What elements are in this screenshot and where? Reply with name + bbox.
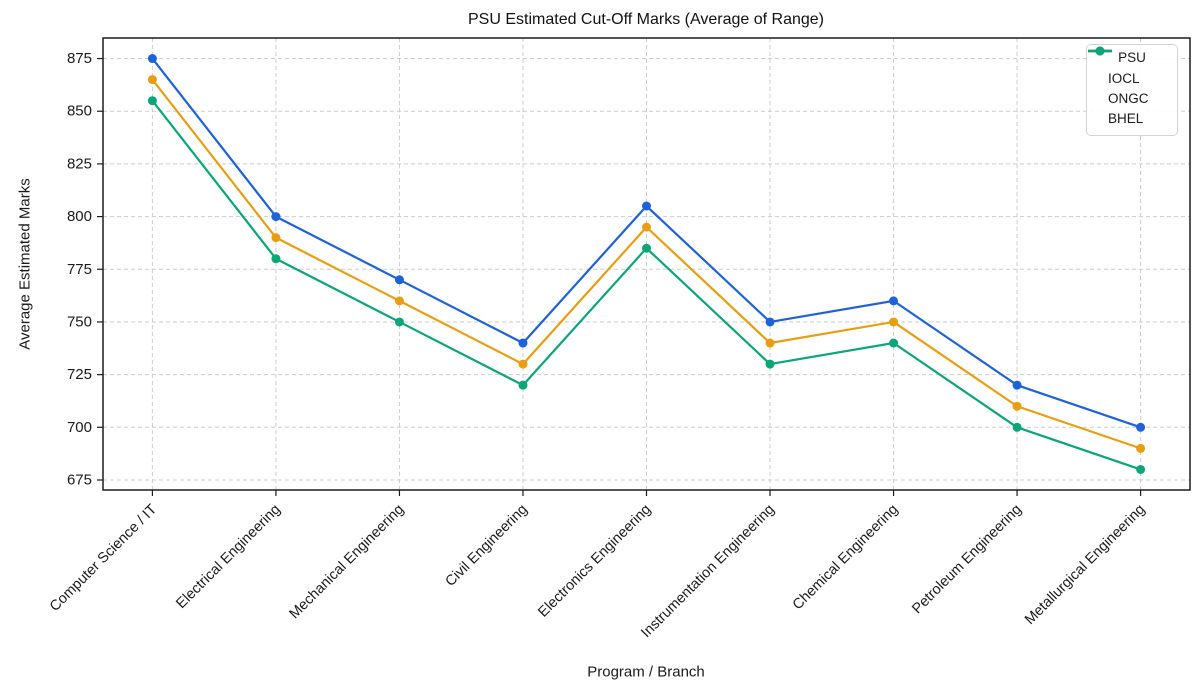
data-point-ongc [518, 359, 528, 369]
data-point-bhel [1136, 464, 1146, 474]
x-tick-label: Petroleum Engineering [909, 502, 1025, 618]
data-point-iocl [765, 317, 775, 327]
data-point-iocl [147, 54, 157, 64]
legend-title: PSU [1118, 50, 1146, 65]
data-point-ongc [765, 338, 775, 348]
data-point-iocl [271, 212, 281, 222]
legend-entry-bhel: BHEL [1088, 46, 1169, 128]
y-tick-label: 725 [67, 366, 92, 383]
data-point-ongc [1012, 401, 1022, 411]
legend-label: IOCL [1108, 70, 1140, 86]
y-tick-label: 825 [67, 155, 92, 172]
data-point-iocl [1012, 380, 1022, 390]
data-point-bhel [147, 96, 157, 106]
y-tick-label: 800 [67, 208, 92, 225]
y-tick-label: 850 [67, 103, 92, 120]
x-tick-label: Computer Science / IT [47, 501, 160, 614]
chart-title: PSU Estimated Cut-Off Marks (Average of … [468, 11, 824, 28]
data-point-bhel [518, 380, 528, 390]
data-point-iocl [889, 296, 899, 306]
x-tick-label: Chemical Engineering [790, 502, 902, 614]
data-point-bhel [889, 338, 899, 348]
y-tick-label: 775 [67, 261, 92, 278]
data-point-iocl [394, 275, 404, 285]
data-point-ongc [889, 317, 899, 327]
x-tick-label: Electrical Engineering [173, 502, 283, 612]
x-tick-label: Civil Engineering [443, 502, 531, 590]
y-axis-label: Average Estimated Marks [16, 178, 34, 350]
y-tick-label: 700 [67, 419, 92, 436]
data-point-ongc [271, 233, 281, 243]
data-point-bhel [1012, 422, 1022, 432]
data-point-iocl [1136, 422, 1146, 432]
y-tick-label: 875 [67, 50, 92, 67]
data-point-ongc [394, 296, 404, 306]
legend-entry-iocl: IOCL [1088, 46, 1169, 88]
data-point-ongc [642, 222, 651, 232]
legend-label: BHEL [1108, 110, 1144, 126]
y-tick-label: 750 [67, 313, 92, 330]
data-point-bhel [271, 254, 281, 264]
legend-entry-ongc: ONGC [1088, 46, 1169, 108]
legend-label: ONGC [1108, 90, 1149, 106]
legend-sample-bhel [1088, 46, 1112, 56]
x-tick-label: Electronics Engineering [535, 502, 654, 621]
legend: PSU IOCL ONGC BHEL [1086, 44, 1178, 136]
data-point-ongc [147, 75, 157, 85]
data-point-ongc [1136, 443, 1146, 453]
x-tick-label: Mechanical Engineering [287, 502, 408, 623]
x-axis-label: Program / Branch [587, 663, 705, 681]
data-point-bhel [394, 317, 404, 327]
x-tick-label: Instrumentation Engineering [638, 502, 778, 642]
y-tick-label: 675 [67, 471, 92, 488]
data-point-bhel [765, 359, 775, 369]
x-tick-label: Metallurgical Engineering [1022, 502, 1148, 628]
data-point-bhel [642, 243, 651, 253]
data-point-iocl [642, 201, 651, 211]
data-point-iocl [518, 338, 528, 348]
